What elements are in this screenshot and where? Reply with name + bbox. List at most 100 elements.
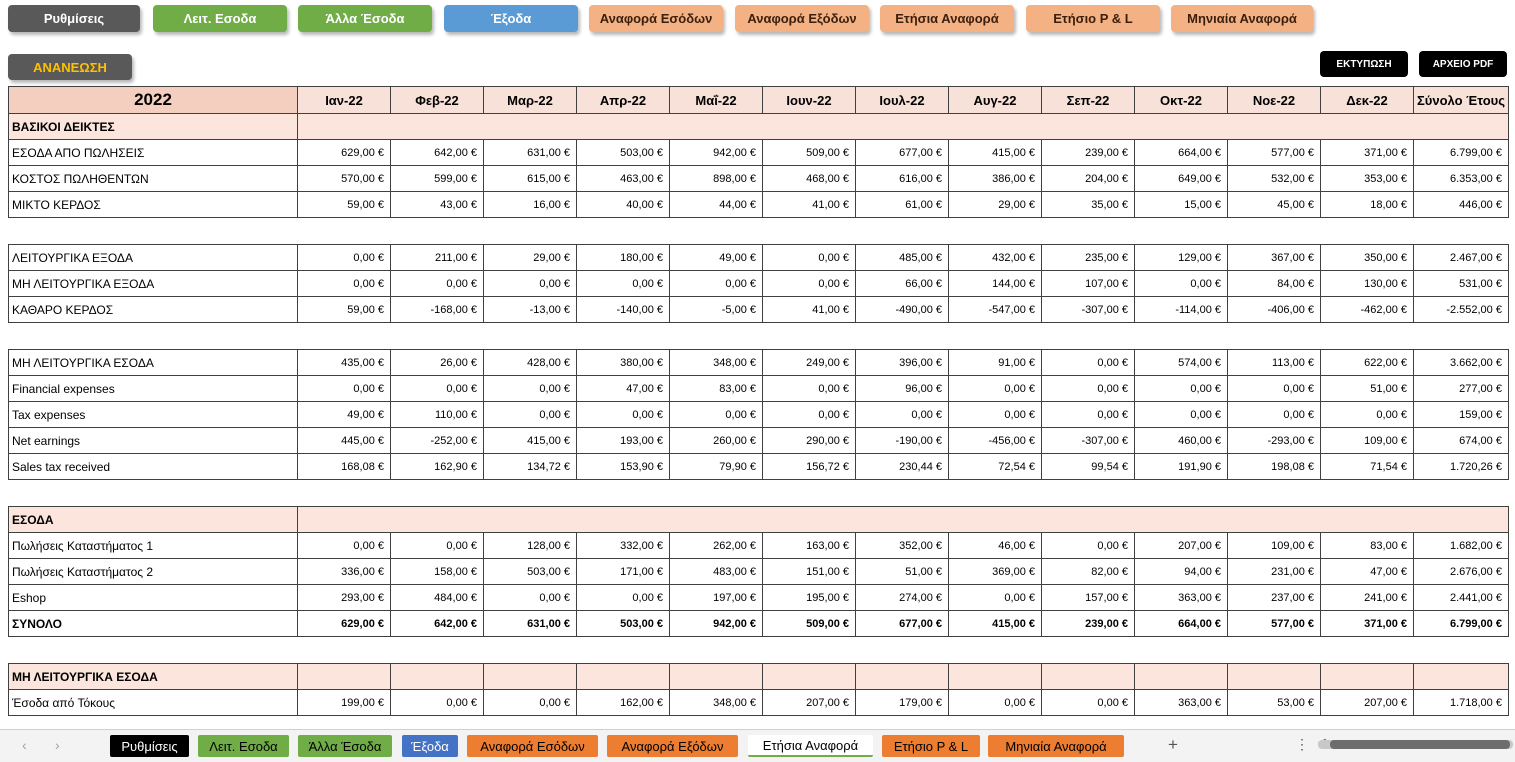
row-label[interactable]: ΛΕΙΤΟΥΡΓΙΚΑ ΕΞΟΔΑ: [8, 244, 298, 271]
value-cell[interactable]: 0,00 €: [576, 401, 670, 428]
row-label[interactable]: Πωλήσεις Καταστήματος 2: [8, 558, 298, 585]
value-cell[interactable]: 262,00 €: [669, 532, 763, 559]
value-cell[interactable]: 0,00 €: [669, 401, 763, 428]
value-cell[interactable]: 153,90 €: [576, 453, 670, 480]
value-cell[interactable]: 207,00 €: [1134, 532, 1228, 559]
value-cell[interactable]: 432,00 €: [948, 244, 1042, 271]
section-fill[interactable]: [1134, 663, 1228, 690]
value-cell[interactable]: 53,00 €: [1227, 689, 1321, 716]
value-cell[interactable]: 72,54 €: [948, 453, 1042, 480]
value-cell[interactable]: 293,00 €: [297, 584, 391, 611]
section-fill[interactable]: [1413, 663, 1509, 690]
value-cell[interactable]: 0,00 €: [297, 532, 391, 559]
value-cell[interactable]: 0,00 €: [1134, 375, 1228, 402]
value-cell[interactable]: 0,00 €: [297, 375, 391, 402]
month-header[interactable]: Νοε-22: [1227, 86, 1321, 114]
value-cell[interactable]: 503,00 €: [576, 610, 670, 637]
year-total-cell[interactable]: 277,00 €: [1413, 375, 1509, 402]
value-cell[interactable]: 157,00 €: [1041, 584, 1135, 611]
sheet-tab-monthly-report[interactable]: Μηνιαία Αναφορά: [988, 735, 1124, 757]
value-cell[interactable]: 622,00 €: [1320, 349, 1414, 376]
value-cell[interactable]: 483,00 €: [669, 558, 763, 585]
value-cell[interactable]: -252,00 €: [390, 427, 484, 454]
nav-button-other-income[interactable]: Άλλα Έσοδα: [298, 5, 432, 32]
value-cell[interactable]: 415,00 €: [483, 427, 577, 454]
value-cell[interactable]: 18,00 €: [1320, 191, 1414, 218]
nav-button-operating-income[interactable]: Λειτ. Εσοδα: [153, 5, 287, 32]
value-cell[interactable]: 239,00 €: [1041, 610, 1135, 637]
value-cell[interactable]: 128,00 €: [483, 532, 577, 559]
value-cell[interactable]: 134,72 €: [483, 453, 577, 480]
month-header[interactable]: Μαρ-22: [483, 86, 577, 114]
value-cell[interactable]: 485,00 €: [855, 244, 949, 271]
value-cell[interactable]: 371,00 €: [1320, 139, 1414, 166]
nav-button-monthly-report[interactable]: Μηνιαία Αναφορά: [1171, 5, 1313, 32]
section-fill[interactable]: [297, 113, 1509, 140]
month-header[interactable]: Σεπ-22: [1041, 86, 1135, 114]
scroll-tabs-right-icon[interactable]: ›: [55, 737, 60, 753]
value-cell[interactable]: 0,00 €: [483, 270, 577, 297]
value-cell[interactable]: 631,00 €: [483, 610, 577, 637]
section-fill[interactable]: [1227, 663, 1321, 690]
value-cell[interactable]: -168,00 €: [390, 296, 484, 323]
value-cell[interactable]: 577,00 €: [1227, 610, 1321, 637]
row-label[interactable]: ΕΣΟΔΑ ΑΠΟ ΠΩΛΗΣΕΙΣ: [8, 139, 298, 166]
nav-button-income-report[interactable]: Αναφορά Εσόδων: [589, 5, 723, 32]
value-cell[interactable]: 96,00 €: [855, 375, 949, 402]
value-cell[interactable]: 0,00 €: [762, 244, 856, 271]
section-fill[interactable]: [762, 663, 856, 690]
section-fill[interactable]: [297, 663, 391, 690]
value-cell[interactable]: 898,00 €: [669, 165, 763, 192]
value-cell[interactable]: 129,00 €: [1134, 244, 1228, 271]
month-header[interactable]: Δεκ-22: [1320, 86, 1414, 114]
sheet-tab-annual-pl[interactable]: Ετήσιο P & L: [882, 735, 980, 757]
value-cell[interactable]: 664,00 €: [1134, 139, 1228, 166]
value-cell[interactable]: 241,00 €: [1320, 584, 1414, 611]
value-cell[interactable]: 207,00 €: [1320, 689, 1414, 716]
value-cell[interactable]: 664,00 €: [1134, 610, 1228, 637]
value-cell[interactable]: 41,00 €: [762, 191, 856, 218]
value-cell[interactable]: 0,00 €: [483, 375, 577, 402]
scroll-tabs-left-icon[interactable]: ‹: [22, 737, 27, 753]
year-total-cell[interactable]: 674,00 €: [1413, 427, 1509, 454]
value-cell[interactable]: 94,00 €: [1134, 558, 1228, 585]
section-title[interactable]: ΒΑΣΙΚΟΙ ΔΕΙΚΤΕΣ: [8, 113, 298, 140]
nav-button-settings[interactable]: Ρυθμίσεις: [8, 5, 140, 32]
value-cell[interactable]: 195,00 €: [762, 584, 856, 611]
value-cell[interactable]: 0,00 €: [1041, 375, 1135, 402]
value-cell[interactable]: 649,00 €: [1134, 165, 1228, 192]
value-cell[interactable]: 574,00 €: [1134, 349, 1228, 376]
value-cell[interactable]: 460,00 €: [1134, 427, 1228, 454]
value-cell[interactable]: 231,00 €: [1227, 558, 1321, 585]
year-total-cell[interactable]: 6.799,00 €: [1413, 139, 1509, 166]
year-total-header[interactable]: Σύνολο Έτους: [1413, 86, 1509, 114]
value-cell[interactable]: 274,00 €: [855, 584, 949, 611]
year-total-cell[interactable]: -2.552,00 €: [1413, 296, 1509, 323]
value-cell[interactable]: -307,00 €: [1041, 427, 1135, 454]
sheet-tab-expense-report[interactable]: Αναφορά Εξόδων: [607, 735, 738, 757]
value-cell[interactable]: 0,00 €: [762, 401, 856, 428]
value-cell[interactable]: 484,00 €: [390, 584, 484, 611]
value-cell[interactable]: -13,00 €: [483, 296, 577, 323]
month-header[interactable]: Φεβ-22: [390, 86, 484, 114]
print-button[interactable]: ΕΚΤΥΠΩΣΗ: [1320, 51, 1408, 77]
row-label[interactable]: Πωλήσεις Καταστήματος 1: [8, 532, 298, 559]
value-cell[interactable]: 29,00 €: [948, 191, 1042, 218]
row-label[interactable]: Net earnings: [8, 427, 298, 454]
value-cell[interactable]: 59,00 €: [297, 191, 391, 218]
more-options-icon[interactable]: ⋮: [1295, 736, 1309, 752]
section-fill[interactable]: [1041, 663, 1135, 690]
value-cell[interactable]: -114,00 €: [1134, 296, 1228, 323]
value-cell[interactable]: 0,00 €: [1041, 689, 1135, 716]
value-cell[interactable]: 113,00 €: [1227, 349, 1321, 376]
year-total-cell[interactable]: 446,00 €: [1413, 191, 1509, 218]
add-sheet-icon[interactable]: +: [1168, 735, 1178, 754]
value-cell[interactable]: 230,44 €: [855, 453, 949, 480]
horizontal-scrollbar[interactable]: [1318, 740, 1513, 749]
value-cell[interactable]: 0,00 €: [855, 401, 949, 428]
year-total-cell[interactable]: 1.718,00 €: [1413, 689, 1509, 716]
section-fill[interactable]: [297, 506, 1509, 533]
value-cell[interactable]: 0,00 €: [297, 270, 391, 297]
value-cell[interactable]: 51,00 €: [1320, 375, 1414, 402]
row-label[interactable]: ΜΗ ΛΕΙΤΟΥΡΓΙΚΑ ΕΣΟΔΑ: [8, 349, 298, 376]
